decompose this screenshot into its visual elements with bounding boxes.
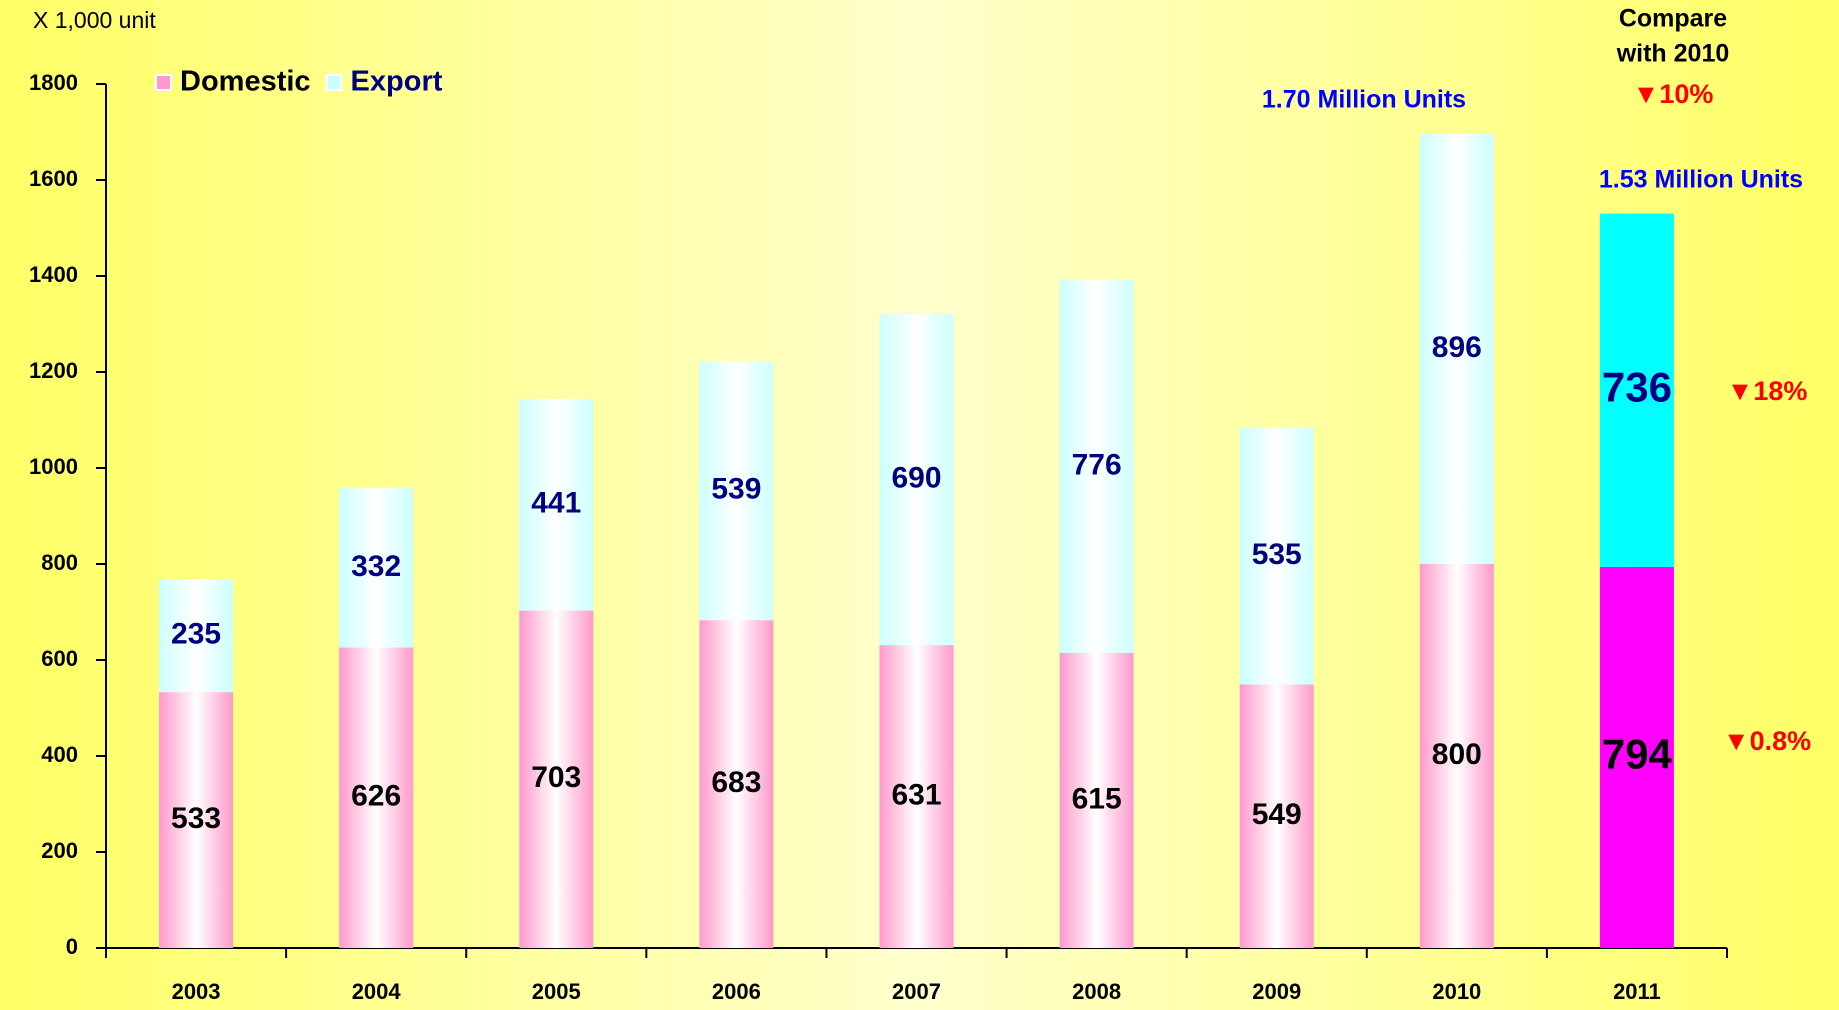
y-tick-label: 600 bbox=[41, 646, 78, 671]
x-tick-label: 2008 bbox=[1072, 979, 1121, 1004]
bar-segment bbox=[1419, 564, 1494, 948]
bar-segment bbox=[1599, 213, 1674, 567]
annotation: 1.53 Million Units bbox=[1599, 166, 1803, 194]
value-label: 441 bbox=[531, 487, 581, 520]
value-label: 690 bbox=[891, 461, 941, 494]
bar-segment bbox=[699, 620, 774, 948]
x-tick-label: 2004 bbox=[352, 979, 402, 1004]
y-tick-label: 200 bbox=[41, 838, 78, 863]
x-tick-label: 2007 bbox=[892, 979, 941, 1004]
bar-segment bbox=[1239, 427, 1314, 685]
value-label: 626 bbox=[351, 780, 401, 813]
x-tick-label: 2010 bbox=[1432, 979, 1481, 1004]
bar-segment bbox=[1599, 566, 1674, 948]
y-tick-label: 1400 bbox=[29, 262, 78, 287]
value-label: 631 bbox=[891, 778, 941, 811]
value-label: 896 bbox=[1432, 331, 1482, 364]
x-tick-label: 2005 bbox=[532, 979, 581, 1004]
x-tick-label: 2009 bbox=[1252, 979, 1301, 1004]
bar-segment bbox=[879, 313, 954, 646]
x-tick-label: 2006 bbox=[712, 979, 761, 1004]
bar-segment bbox=[1059, 652, 1134, 948]
legend-label: Domestic bbox=[180, 66, 311, 98]
value-label: 703 bbox=[531, 761, 581, 794]
y-tick-label: 800 bbox=[41, 550, 78, 575]
bar-segment bbox=[1419, 133, 1494, 565]
y-tick-label: 0 bbox=[66, 934, 78, 959]
unit-label: X 1,000 unit bbox=[33, 7, 156, 33]
bar-segment bbox=[1239, 684, 1314, 948]
y-tick-label: 1800 bbox=[29, 70, 78, 95]
value-label: 776 bbox=[1072, 448, 1122, 481]
value-label: 533 bbox=[171, 802, 221, 835]
value-label: 549 bbox=[1252, 798, 1302, 831]
annotation: ▼18% bbox=[1727, 376, 1808, 406]
legend-marker bbox=[155, 74, 172, 91]
value-label: 736 bbox=[1602, 363, 1672, 410]
value-label: 800 bbox=[1432, 738, 1482, 771]
legend-marker bbox=[325, 74, 343, 91]
bar-segment bbox=[159, 692, 234, 948]
x-tick-label: 2003 bbox=[172, 979, 221, 1004]
value-label: 794 bbox=[1602, 731, 1673, 778]
legend-label: Export bbox=[351, 66, 443, 98]
x-tick-label: 2011 bbox=[1613, 979, 1661, 1004]
compare-label: with 2010 bbox=[1616, 40, 1730, 68]
bar-segment bbox=[699, 361, 774, 621]
compare-label: Compare bbox=[1619, 5, 1727, 33]
y-tick-label: 1200 bbox=[29, 358, 78, 383]
annotation: ▼10% bbox=[1633, 79, 1714, 109]
bar-segment bbox=[339, 647, 414, 948]
annotation: 1.70 Million Units bbox=[1262, 86, 1466, 114]
value-label: 535 bbox=[1252, 538, 1302, 571]
value-label: 235 bbox=[171, 618, 221, 651]
bar-segment bbox=[519, 398, 594, 611]
y-tick-label: 1600 bbox=[29, 166, 78, 191]
bar-segment bbox=[339, 488, 414, 648]
value-label: 683 bbox=[711, 766, 761, 799]
bar-segment bbox=[879, 645, 954, 948]
y-tick-label: 400 bbox=[41, 742, 78, 767]
bar-segment bbox=[519, 610, 594, 948]
annotation: ▼0.8% bbox=[1723, 726, 1811, 756]
value-label: 615 bbox=[1072, 782, 1122, 815]
value-label: 332 bbox=[351, 550, 401, 583]
bar-segment bbox=[159, 579, 234, 693]
bar-segment bbox=[1059, 280, 1134, 653]
y-tick-label: 1000 bbox=[29, 454, 78, 479]
value-label: 539 bbox=[711, 473, 761, 506]
